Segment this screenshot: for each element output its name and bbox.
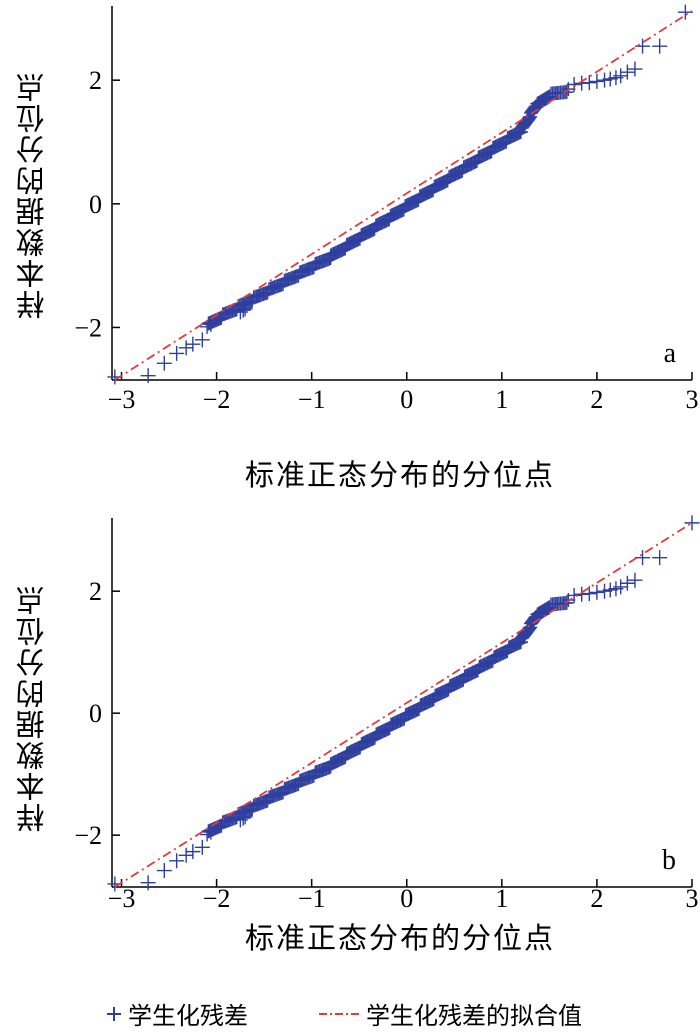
x-tick-label: 3: [686, 884, 699, 913]
y-tick-label: 2: [89, 66, 102, 95]
legend-item-fit: 学生化残差的拟合值: [318, 996, 582, 1031]
y-axis-label: 样本数据的分位点: [15, 71, 49, 319]
residual-marker: [597, 72, 613, 88]
residual-marker: [140, 875, 156, 891]
residual-marker: [185, 844, 201, 860]
residual-marker: [194, 839, 210, 855]
residual-marker: [635, 550, 651, 566]
residual-marker: [619, 575, 635, 591]
fitted-line: [114, 10, 693, 381]
residual-marker: [652, 38, 668, 54]
y-tick-label: 2: [89, 577, 102, 606]
residual-marker: [203, 316, 219, 332]
y-tick-label: 0: [89, 190, 102, 219]
x-tick-label: −1: [298, 385, 326, 414]
x-tick-label: −1: [298, 884, 326, 913]
x-tick-label: 1: [495, 385, 508, 414]
panel-letter: b: [662, 845, 676, 876]
residual-marker: [613, 68, 629, 84]
qq-plot-a: −3 −2 −1 0 1 2 3 −2 0 2 a: [74, 4, 699, 414]
residual-marker: [589, 73, 605, 89]
x-tick-label: −3: [108, 385, 136, 414]
x-tick-label: 0: [400, 884, 413, 913]
y-tick-label: −2: [74, 821, 102, 850]
qq-plot-b: −3 −2 −1 0 1 2 3 −2 0 2 b: [74, 515, 700, 913]
residual-points: [107, 4, 693, 385]
residual-marker: [619, 64, 635, 80]
residual-marker: [156, 355, 172, 371]
residual-marker: [602, 71, 618, 87]
qq-plot-panel-a: −3 −2 −1 0 1 2 3 −2 0 2 a 样本数据的分位点 标准正态分布的分位点: [0, 0, 700, 500]
residual-marker: [566, 587, 582, 603]
residual-marker: [684, 515, 700, 531]
residual-marker: [589, 584, 605, 600]
x-axis-label: 标准正态分布的分位点: [244, 458, 555, 492]
residual-marker: [235, 302, 251, 318]
x-tick-label: 1: [495, 884, 508, 913]
residual-marker: [178, 847, 194, 863]
residual-marker: [237, 301, 253, 317]
residual-marker: [597, 583, 613, 599]
legend-item-residual: 学生化残差: [106, 996, 248, 1031]
legend-label-residual: 学生化残差: [128, 1002, 248, 1030]
x-tick-label: 3: [686, 385, 699, 414]
residual-marker: [169, 345, 185, 361]
x-tick-label: 2: [590, 884, 603, 913]
residual-points: [107, 515, 700, 892]
y-tick-label: −2: [74, 313, 102, 342]
x-tick-label: 2: [590, 385, 603, 414]
residual-marker: [156, 863, 172, 879]
chart-legend: 学生化残差 学生化残差的拟合值: [0, 992, 700, 1032]
x-axis-label: 标准正态分布的分位点: [244, 921, 555, 955]
residual-marker: [602, 582, 618, 598]
y-axis-label: 样本数据的分位点: [15, 584, 49, 832]
residual-marker: [652, 550, 668, 566]
residual-marker: [203, 824, 219, 840]
residual-marker: [185, 336, 201, 352]
panel-letter: a: [664, 338, 677, 369]
residual-marker: [613, 579, 629, 595]
residual-marker: [566, 77, 582, 93]
residual-marker: [140, 368, 156, 384]
residual-marker: [581, 75, 597, 91]
fitted-line: [114, 522, 693, 888]
plus-marker-icon: [107, 1006, 121, 1021]
legend-label-fit: 学生化残差的拟合值: [366, 1002, 582, 1030]
residual-marker: [237, 809, 253, 825]
residual-marker: [235, 810, 251, 826]
residual-marker: [581, 586, 597, 602]
residual-marker: [169, 853, 185, 869]
residual-marker: [178, 340, 194, 356]
residual-marker: [520, 113, 535, 128]
y-tick-label: 0: [89, 699, 102, 728]
qq-plot-panel-b: −3 −2 −1 0 1 2 3 −2 0 2 b 样本数据的分位点 标准正态分布的分位点: [0, 510, 700, 970]
residual-marker: [635, 38, 651, 54]
residual-marker: [627, 61, 643, 77]
residual-marker: [521, 112, 536, 127]
x-tick-label: −2: [203, 385, 231, 414]
x-tick-label: 0: [400, 385, 413, 414]
residual-marker: [677, 4, 693, 20]
dash-dot-line-icon: [319, 1012, 359, 1015]
x-tick-label: −3: [108, 884, 136, 913]
residual-marker: [627, 572, 643, 588]
x-tick-label: −2: [203, 884, 231, 913]
residual-marker: [194, 332, 210, 348]
